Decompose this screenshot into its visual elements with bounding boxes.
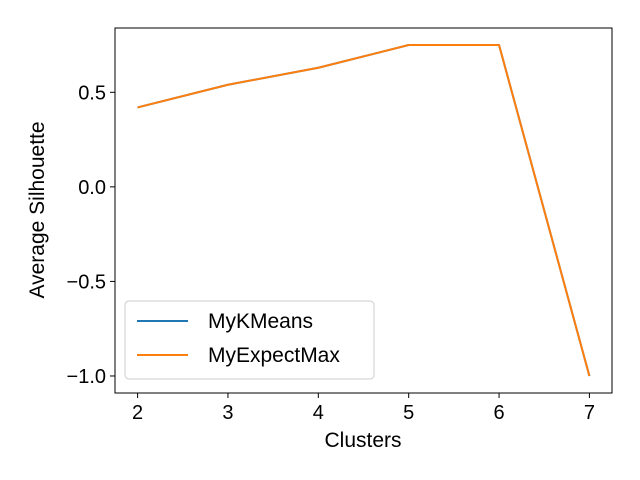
- y-tick-label: 0.0: [78, 177, 106, 199]
- y-tick-label: −0.5: [67, 271, 106, 293]
- x-tick-label: 2: [132, 402, 143, 424]
- y-tick-label: −1.0: [67, 366, 106, 388]
- x-axis-label: Clusters: [324, 429, 401, 452]
- x-tick-label: 3: [222, 402, 233, 424]
- legend: MyKMeans MyExpectMax: [124, 300, 375, 380]
- lines-layer: [137, 44, 591, 377]
- plot-frame: [114, 27, 613, 394]
- y-tick-label: 0.5: [78, 82, 106, 104]
- y-axis: 0.5 0.0 −0.5 −1.0: [67, 82, 115, 388]
- x-tick-label: 4: [313, 402, 324, 424]
- legend-label-myexpectmax: MyExpectMax: [208, 344, 340, 367]
- y-axis-label: Average Silhouette: [26, 121, 49, 298]
- legend-label-mykmeans: MyKMeans: [208, 310, 313, 333]
- x-tick-label: 6: [493, 402, 504, 424]
- x-axis: 2 3 4 5 6 7: [132, 393, 595, 424]
- x-tick-label: 7: [584, 402, 595, 424]
- x-tick-label: 5: [403, 402, 414, 424]
- series-line-myexpectmax: [137, 44, 591, 377]
